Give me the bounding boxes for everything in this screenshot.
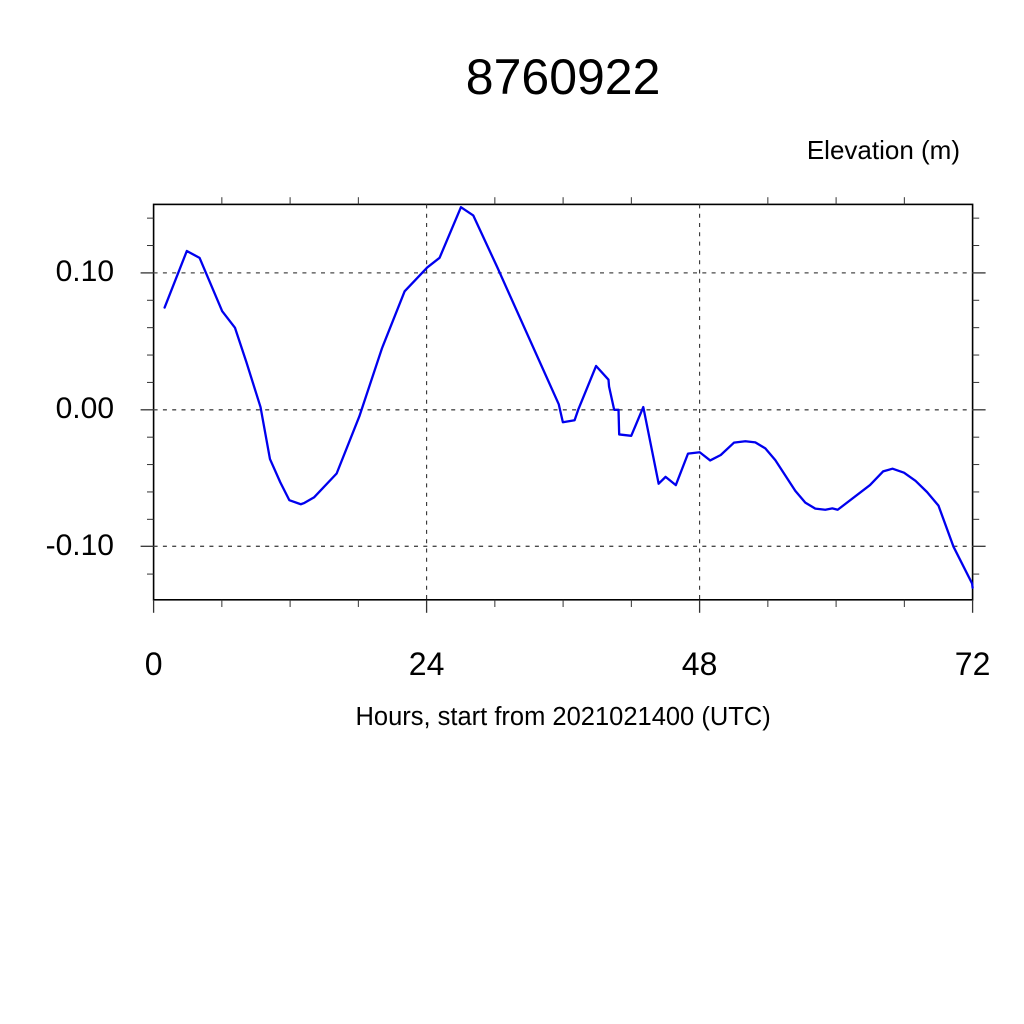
svg-text:0: 0 bbox=[145, 646, 163, 682]
svg-text:0.10: 0.10 bbox=[56, 255, 114, 288]
svg-text:24: 24 bbox=[409, 646, 445, 682]
svg-text:48: 48 bbox=[682, 646, 718, 682]
svg-text:-0.10: -0.10 bbox=[46, 529, 114, 562]
svg-text:0.00: 0.00 bbox=[56, 392, 114, 425]
svg-text:72: 72 bbox=[955, 646, 991, 682]
